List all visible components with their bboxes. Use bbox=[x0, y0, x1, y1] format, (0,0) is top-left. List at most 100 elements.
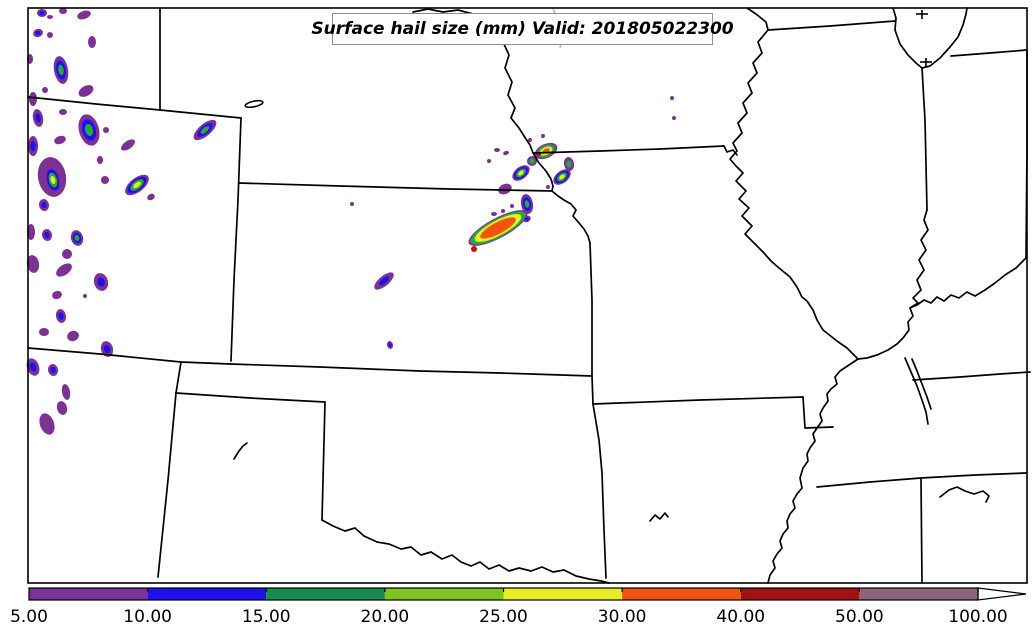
hail-layer bbox=[30, 140, 36, 152]
state-border-lbl-river-east bbox=[911, 358, 932, 410]
hail-cell bbox=[193, 119, 217, 141]
hail-layer bbox=[42, 87, 48, 93]
hail-cell bbox=[374, 272, 394, 290]
hail-cell bbox=[121, 139, 135, 151]
state-border-missouri-river-top bbox=[412, 8, 474, 15]
map-title: Surface hail size (mm) Valid: 2018050223… bbox=[311, 19, 734, 39]
hail-cell bbox=[39, 328, 49, 336]
hail-layer bbox=[350, 202, 354, 206]
hail-layer bbox=[541, 134, 545, 138]
hail-cell bbox=[147, 193, 155, 201]
hail-layer bbox=[491, 212, 497, 216]
hail-cell bbox=[46, 169, 60, 191]
hail-cell bbox=[546, 185, 550, 189]
colorbar-segment-20-25 bbox=[384, 588, 504, 600]
hail-layer bbox=[528, 138, 532, 142]
hail-layer bbox=[35, 113, 41, 123]
hail-layer bbox=[39, 328, 49, 336]
hail-layer bbox=[97, 156, 103, 164]
hail-cell bbox=[26, 255, 40, 273]
hail-layer bbox=[52, 290, 62, 300]
hail-layer bbox=[77, 10, 91, 20]
state-border-indiana-michigan bbox=[950, 49, 1028, 57]
hail-cell bbox=[563, 157, 575, 171]
state-border-colorado-east bbox=[230, 117, 242, 362]
state-border-ohio-river bbox=[857, 257, 1027, 360]
hail-cell bbox=[29, 92, 37, 106]
hail-cell bbox=[672, 116, 676, 120]
hail-layer bbox=[59, 109, 67, 115]
hail-cell bbox=[26, 358, 40, 376]
hail-layer bbox=[378, 276, 390, 286]
hail-cell bbox=[47, 32, 53, 38]
hail-layer bbox=[39, 413, 55, 435]
hail-cell bbox=[62, 249, 72, 259]
state-border-nebraska-iowa-river bbox=[472, 13, 591, 244]
lake-mcconaughy bbox=[244, 99, 264, 109]
hail-cell bbox=[670, 96, 674, 100]
hail-cell bbox=[27, 224, 35, 240]
hail-cell bbox=[101, 176, 109, 184]
hail-cell bbox=[67, 330, 79, 342]
hail-layer bbox=[58, 312, 64, 320]
hail-layer bbox=[26, 255, 40, 273]
hail-layer bbox=[61, 384, 71, 400]
hail-layer bbox=[494, 148, 500, 152]
hail-cell bbox=[47, 364, 59, 376]
hail-layer bbox=[56, 401, 68, 415]
hail-cell bbox=[78, 114, 100, 146]
hail-layer bbox=[88, 36, 96, 48]
state-border-missouri-west bbox=[589, 242, 594, 405]
hail-cell bbox=[56, 401, 68, 415]
hail-layer bbox=[27, 224, 35, 240]
hail-cell bbox=[83, 294, 87, 298]
state-border-mississippi-lower bbox=[767, 358, 859, 584]
colorbar-tick-label: 100.00 bbox=[948, 607, 1007, 627]
hail-layer bbox=[85, 124, 93, 136]
colorbar-segment-50-100 bbox=[859, 588, 978, 600]
hail-cell bbox=[39, 413, 55, 435]
hail-cell bbox=[54, 135, 66, 145]
hail-layer bbox=[480, 217, 516, 239]
hail-cell bbox=[510, 204, 514, 208]
state-border-arkansas-squiggle bbox=[649, 512, 669, 522]
state-border-lat41-wy-co-ne bbox=[27, 96, 242, 119]
colorbar-overflow-arrow bbox=[977, 587, 1027, 601]
colorbar-segment-5-10 bbox=[29, 588, 148, 600]
hail-layer bbox=[503, 150, 509, 156]
colorbar-tick-label: 50.00 bbox=[835, 607, 884, 627]
hail-layer bbox=[50, 175, 56, 185]
hail-cell bbox=[88, 36, 96, 48]
hail-layer bbox=[103, 344, 111, 354]
hail-layer bbox=[388, 342, 392, 348]
hail-cell bbox=[42, 87, 48, 93]
hail-cell bbox=[103, 127, 109, 133]
state-border-newmexico-oklahoma bbox=[175, 361, 182, 394]
colorbar-segment-15-20 bbox=[266, 588, 385, 600]
hail-layer bbox=[67, 330, 79, 342]
hail-layer bbox=[54, 135, 66, 145]
colorbar-tick-label: 20.00 bbox=[361, 607, 410, 627]
hail-cell bbox=[78, 85, 94, 97]
state-border-texas-north bbox=[175, 392, 326, 403]
hail-cell bbox=[59, 8, 67, 14]
state-border-illinois-wisconsin bbox=[767, 20, 896, 31]
state-border-tennessee-river bbox=[939, 486, 990, 503]
hail-cell bbox=[97, 156, 103, 164]
hail-layer bbox=[41, 201, 47, 209]
hail-layer bbox=[121, 139, 135, 151]
state-border-mississippi-upper bbox=[729, 7, 859, 360]
state-border-newmexico-texas bbox=[157, 392, 177, 578]
state-border-bootheel bbox=[802, 396, 834, 429]
hail-layer bbox=[47, 32, 53, 38]
hail-layer bbox=[44, 231, 50, 239]
hail-layer bbox=[35, 30, 41, 36]
hail-layer bbox=[58, 64, 64, 76]
hail-cell bbox=[59, 109, 67, 115]
hail-cell bbox=[32, 109, 44, 127]
hail-cell bbox=[501, 209, 505, 213]
hail-layer bbox=[47, 15, 53, 19]
hail-layer bbox=[103, 127, 109, 133]
